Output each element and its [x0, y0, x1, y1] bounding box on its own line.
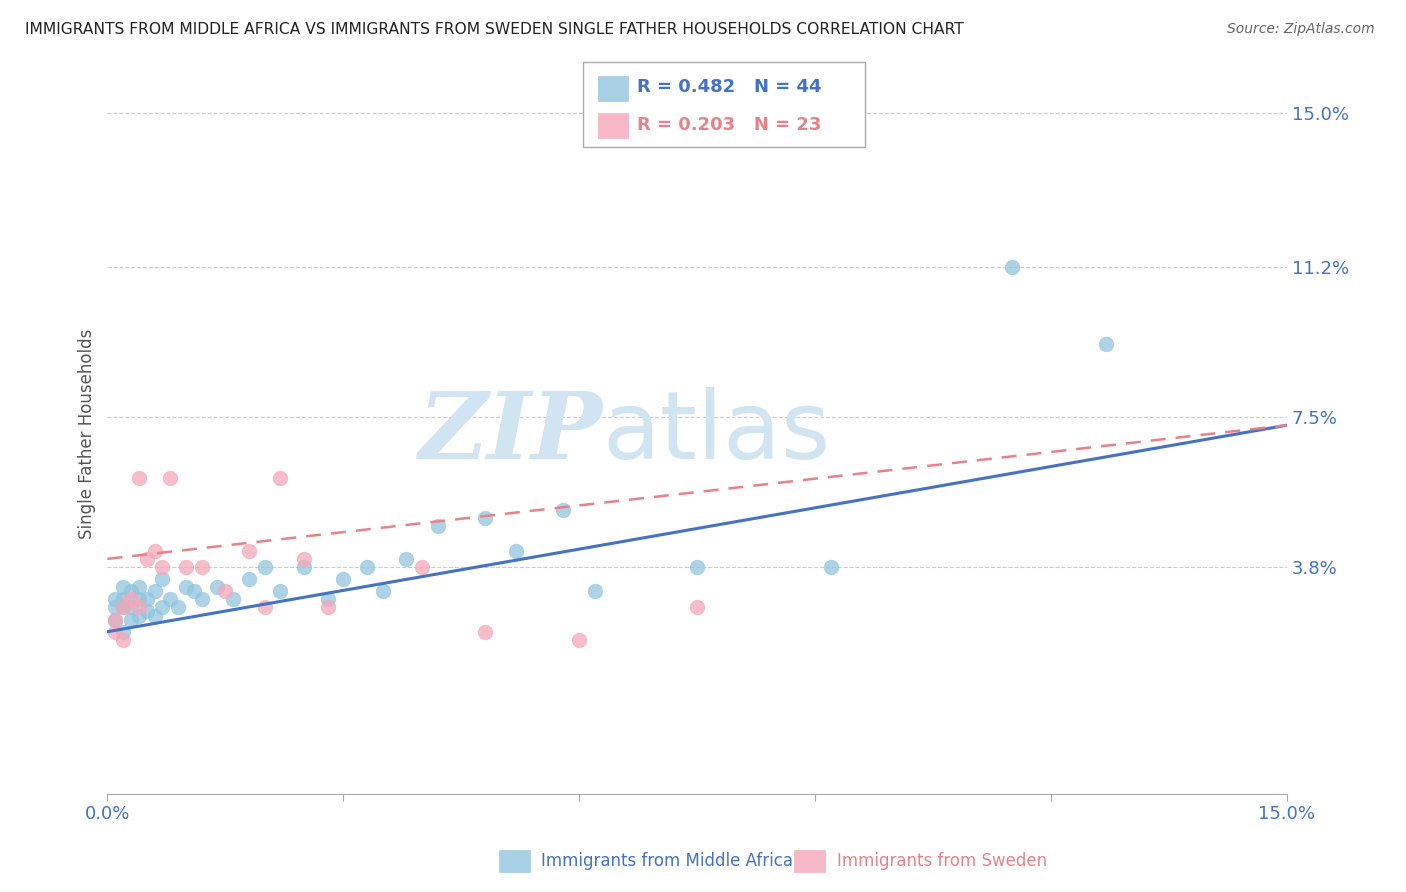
Point — [120, 592, 142, 607]
Text: R = 0.203   N = 23: R = 0.203 N = 23 — [637, 116, 821, 134]
Text: R = 0.482   N = 44: R = 0.482 N = 44 — [637, 78, 821, 96]
Point — [426, 519, 449, 533]
Point — [332, 572, 354, 586]
Point — [820, 560, 842, 574]
Point — [152, 600, 174, 615]
Point — [104, 613, 127, 627]
Point — [269, 471, 291, 485]
Point — [143, 608, 166, 623]
Point — [159, 471, 181, 485]
Text: Immigrants from Middle Africa: Immigrants from Middle Africa — [541, 852, 793, 871]
Point — [222, 592, 245, 607]
Point — [395, 552, 418, 566]
Point — [112, 580, 135, 594]
Point — [238, 572, 260, 586]
Point — [190, 592, 212, 607]
Point — [686, 600, 709, 615]
Point — [112, 600, 135, 615]
Point — [686, 560, 709, 574]
Point — [292, 560, 315, 574]
Point — [1001, 260, 1024, 275]
Y-axis label: Single Father Households: Single Father Households — [79, 328, 96, 539]
Point — [190, 560, 212, 574]
Point — [411, 560, 433, 574]
Point — [174, 560, 197, 574]
Point — [269, 584, 291, 599]
Point — [120, 613, 142, 627]
Point — [128, 592, 150, 607]
Point — [120, 584, 142, 599]
Point — [112, 600, 135, 615]
Point — [120, 600, 142, 615]
Point — [152, 572, 174, 586]
Point — [159, 592, 181, 607]
Point — [104, 613, 127, 627]
Point — [553, 503, 575, 517]
Point — [135, 592, 157, 607]
Point — [143, 584, 166, 599]
Point — [167, 600, 190, 615]
Point — [238, 543, 260, 558]
Point — [474, 511, 496, 525]
Point — [371, 584, 394, 599]
Text: Immigrants from Sweden: Immigrants from Sweden — [837, 852, 1046, 871]
Point — [174, 580, 197, 594]
Point — [253, 600, 276, 615]
Point — [568, 632, 591, 647]
Point — [128, 600, 150, 615]
Point — [1095, 337, 1118, 351]
Point — [143, 543, 166, 558]
Point — [135, 605, 157, 619]
Point — [183, 584, 205, 599]
Point — [112, 592, 135, 607]
Point — [128, 608, 150, 623]
Point — [356, 560, 378, 574]
Point — [214, 584, 236, 599]
Point — [583, 584, 606, 599]
Point — [128, 580, 150, 594]
Point — [152, 560, 174, 574]
Point — [112, 624, 135, 639]
Point — [128, 471, 150, 485]
Point — [112, 632, 135, 647]
Point — [207, 580, 229, 594]
Point — [104, 624, 127, 639]
Point — [253, 560, 276, 574]
Text: ZIP: ZIP — [419, 388, 603, 478]
Text: atlas: atlas — [603, 387, 831, 479]
Point — [505, 543, 527, 558]
Text: Source: ZipAtlas.com: Source: ZipAtlas.com — [1227, 22, 1375, 37]
Point — [316, 592, 339, 607]
Point — [135, 552, 157, 566]
Point — [474, 624, 496, 639]
Point — [292, 552, 315, 566]
Text: IMMIGRANTS FROM MIDDLE AFRICA VS IMMIGRANTS FROM SWEDEN SINGLE FATHER HOUSEHOLDS: IMMIGRANTS FROM MIDDLE AFRICA VS IMMIGRA… — [25, 22, 965, 37]
Point — [316, 600, 339, 615]
Point — [104, 592, 127, 607]
Point — [104, 600, 127, 615]
